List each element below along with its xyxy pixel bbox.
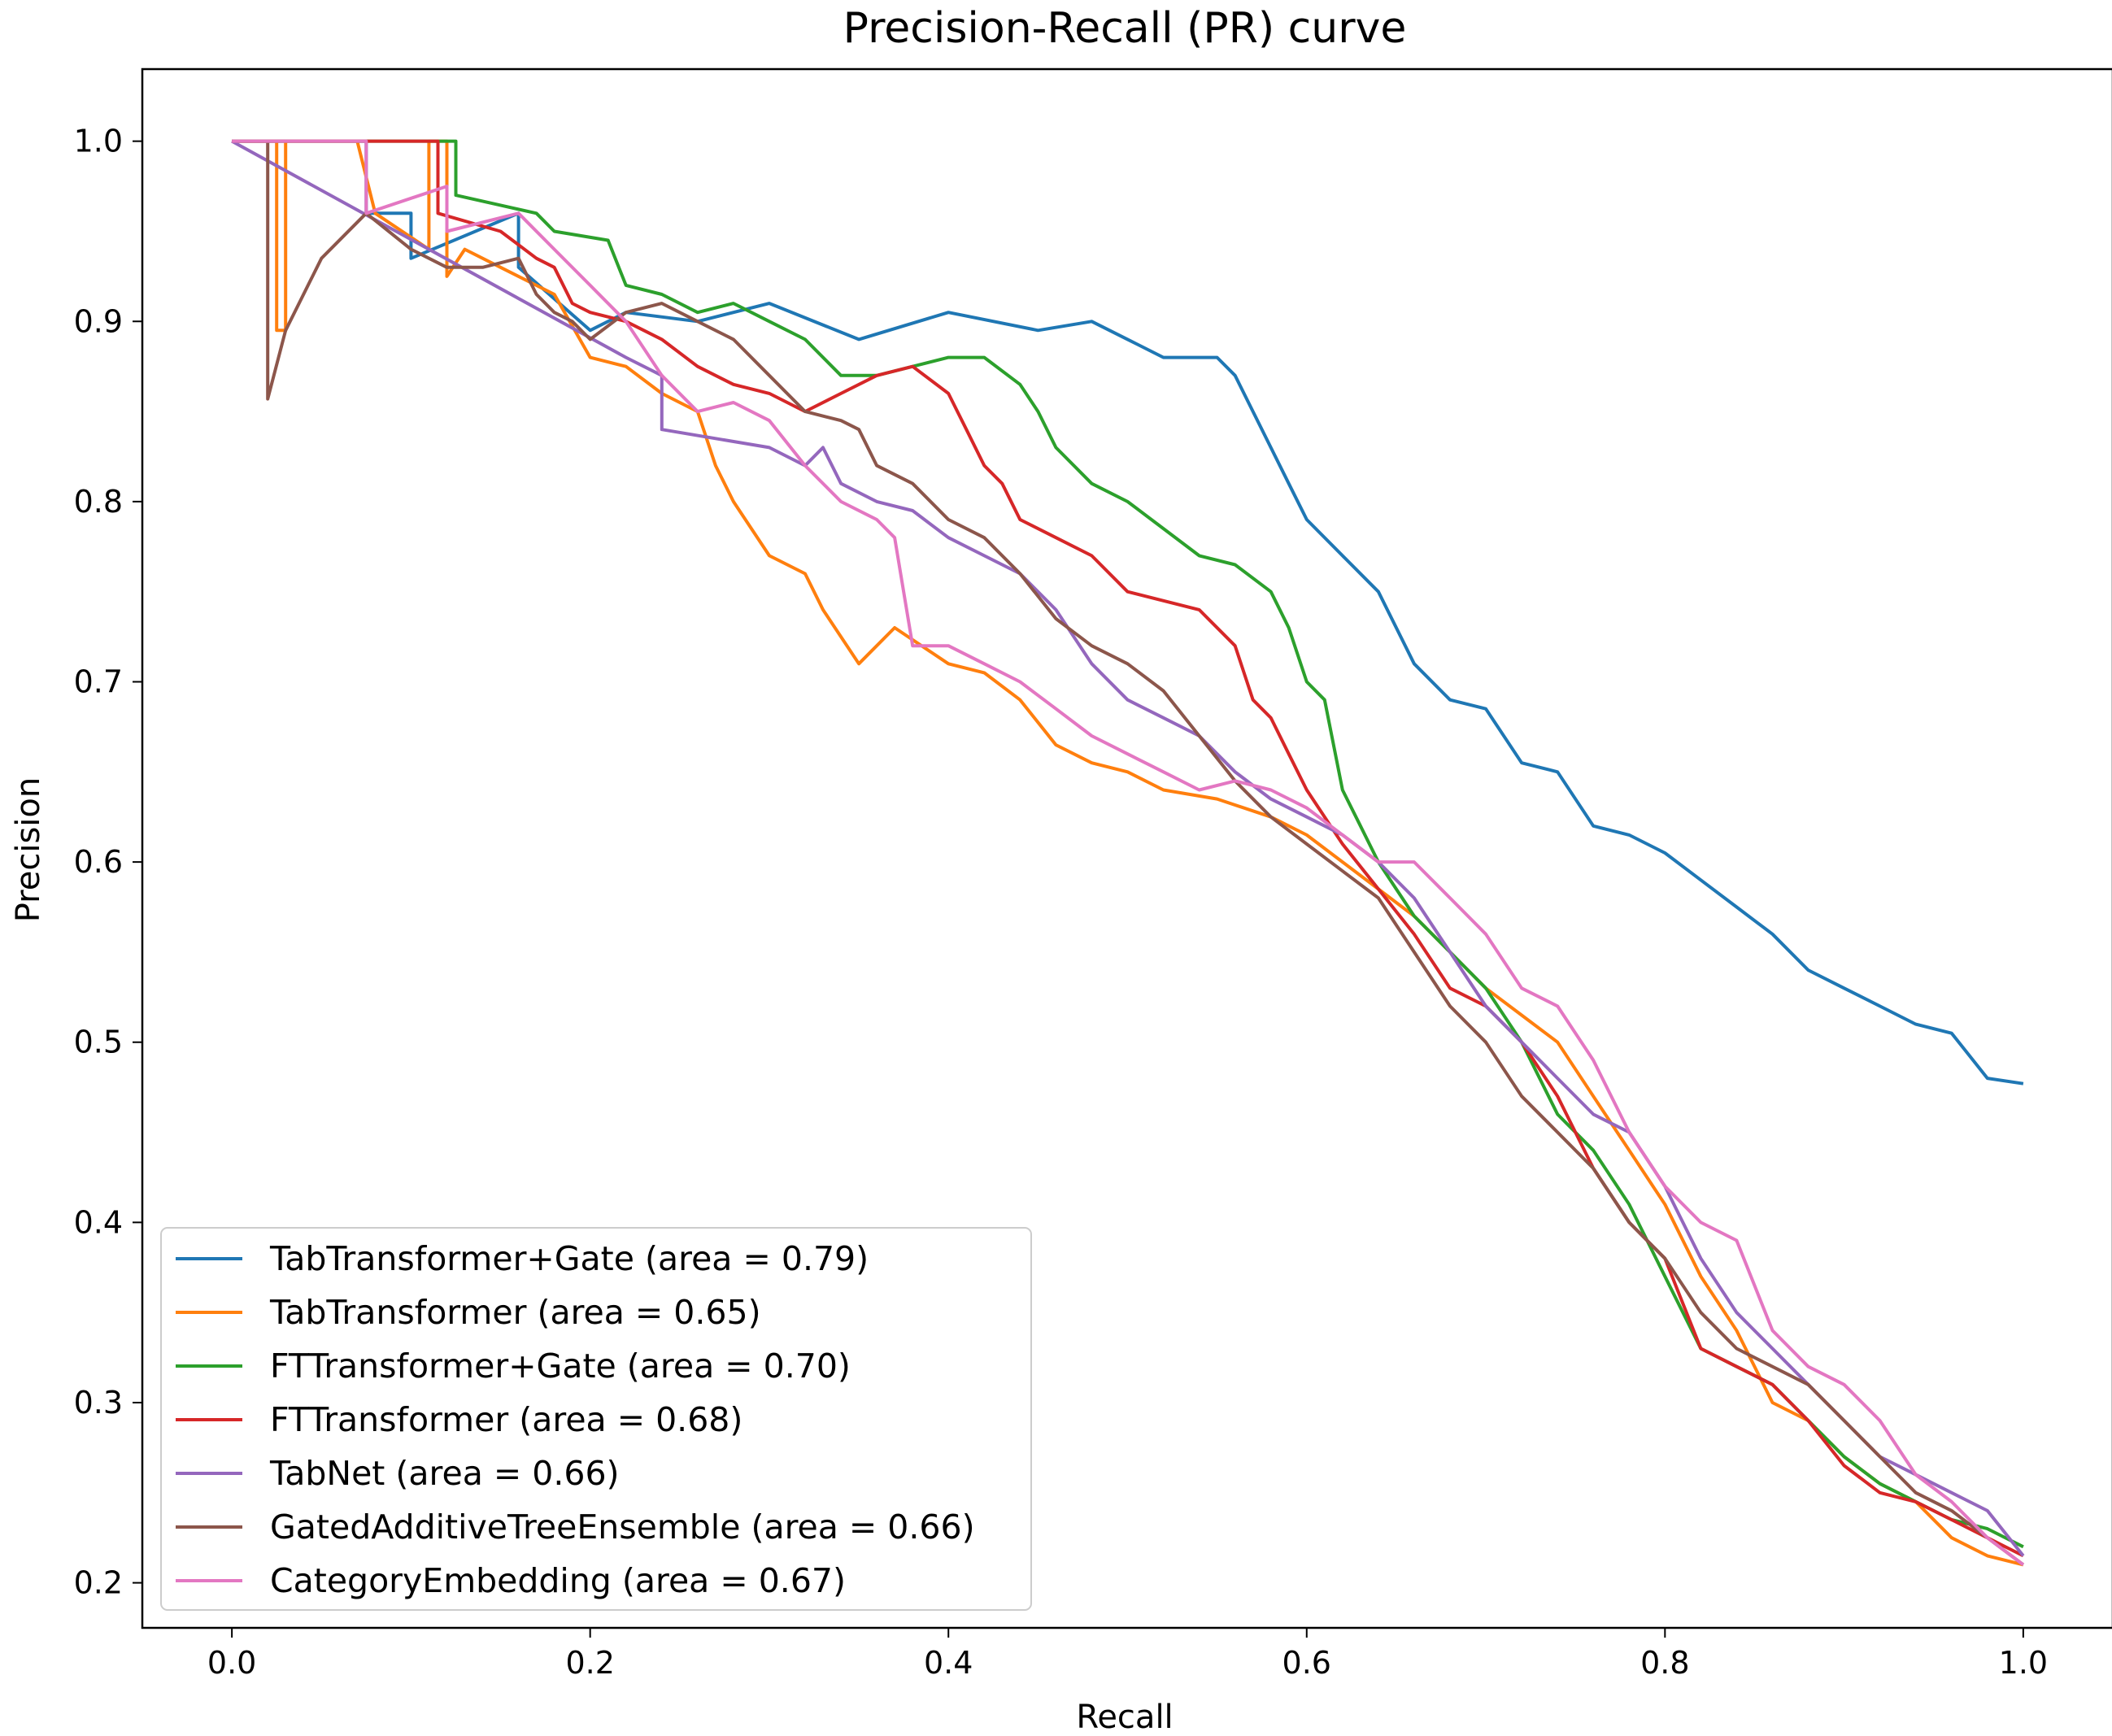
legend-entry-0: TabTransformer+Gate (area = 0.79) [269,1239,869,1278]
legend-entry-3: FTTransformer (area = 0.68) [270,1400,742,1439]
x-axis-ticks: 0.0 0.2 0.4 0.6 0.8 1.0 [207,1628,2048,1681]
legend-entry-5: GatedAdditiveTreeEnsemble (area = 0.66) [270,1508,975,1547]
x-tick-label: 1.0 [1999,1645,2048,1681]
y-tick-label: 0.7 [74,664,123,700]
series-line-0 [232,139,2024,1086]
x-tick-label: 0.0 [207,1645,256,1681]
y-tick-label: 0.9 [74,303,123,339]
legend-entry-1: TabTransformer (area = 0.65) [269,1293,761,1332]
x-tick-label: 0.6 [1282,1645,1331,1681]
legend-box [160,1227,1032,1611]
legend-entry-6: CategoryEmbedding (area = 0.67) [270,1561,846,1600]
plot-frame [141,67,2112,1629]
plot-lines [231,139,2025,1567]
y-axis-label: Precision [10,777,47,922]
x-tick-label: 0.2 [565,1645,614,1681]
legend-entry-4: TabNet (area = 0.66) [269,1454,620,1493]
y-tick-label: 0.3 [74,1385,123,1421]
x-tick-label: 0.8 [1640,1645,1689,1681]
x-tick-label: 0.4 [924,1645,973,1681]
y-tick-label: 0.4 [74,1204,123,1240]
y-axis-ticks: 0.2 0.3 0.4 0.5 0.6 0.7 0.8 0.9 1.0 [74,124,142,1601]
y-tick-label: 0.5 [74,1025,123,1060]
series-line-3 [232,139,2024,1558]
series-line-4 [231,139,2025,1557]
chart-title: Precision-Recall (PR) curve [843,4,1407,53]
y-tick-label: 0.6 [74,844,123,880]
series-line-6 [232,139,2025,1566]
x-axis-label: Recall [1076,1699,1173,1736]
y-tick-label: 0.8 [74,484,123,520]
y-tick-label: 1.0 [74,124,123,159]
series-line-5 [232,139,2025,1566]
legend: TabTransformer+Gate (area = 0.79) TabTran… [160,1227,1032,1611]
y-tick-label: 0.2 [74,1565,123,1601]
legend-entry-2: FTTransformer+Gate (area = 0.70) [270,1347,851,1386]
